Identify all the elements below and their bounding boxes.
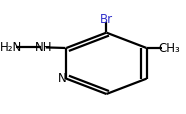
Text: NH: NH: [34, 41, 52, 54]
Text: N: N: [58, 71, 66, 84]
Text: H₂N: H₂N: [0, 41, 23, 54]
Text: Br: Br: [100, 13, 113, 26]
Text: CH₃: CH₃: [158, 41, 180, 54]
